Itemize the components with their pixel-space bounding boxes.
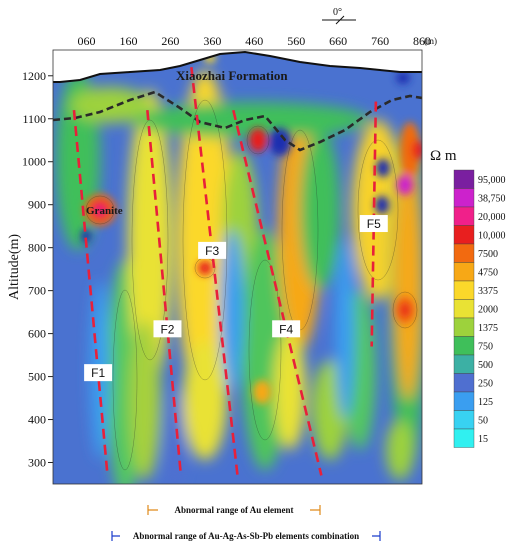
fault-line-f2 (146, 110, 183, 476)
colorbar-swatch (453, 391, 475, 411)
x-tick-label: 060 (78, 34, 96, 48)
colorbar-swatch (453, 243, 475, 263)
x-tick-label: 460 (245, 34, 263, 48)
y-tick-label: 600 (28, 327, 46, 341)
x-axis-unit: (m) (424, 36, 437, 46)
colorbar-label: 20,000 (478, 212, 506, 223)
colorbar-swatch (453, 317, 475, 337)
x-tick-label: 360 (203, 34, 221, 48)
fault-label-f3: F3 (198, 241, 227, 259)
colorbar-swatch (453, 188, 475, 208)
colorbar-label: 50 (478, 415, 488, 426)
colorbar-label: 15 (478, 434, 488, 445)
colorbar-label: 1375 (478, 323, 498, 334)
fault-line-f3 (190, 67, 239, 476)
y-tick-label: 700 (28, 284, 46, 298)
colorbar-swatch (453, 354, 475, 374)
colorbar-swatch (453, 206, 475, 226)
colorbar-label: 3375 (478, 286, 498, 297)
colorbar-swatch (453, 262, 475, 282)
fault-label-text: F5 (367, 217, 381, 231)
combo-anomaly-legend-text: Abnormal range of Au-Ag-As-Sb-Pb element… (133, 531, 359, 541)
colorbar-swatch (453, 225, 475, 245)
north-label: 0° (333, 7, 342, 18)
colorbar-label: 2000 (478, 304, 498, 315)
colorbar-swatch (453, 280, 475, 300)
y-tick-label: 1000 (22, 155, 46, 169)
colorbar-label: 38,750 (478, 193, 506, 204)
north-arrow: 0° (322, 7, 356, 25)
combo-anomaly-legend: Abnormal range of Au-Ag-As-Sb-Pb element… (111, 529, 381, 543)
colorbar-title: Ω m (430, 148, 457, 164)
y-axis-ticks: 300 400 500 600 700 800 900 1000 1100 1200 (22, 69, 53, 470)
colorbar-label: 10,000 (478, 230, 506, 241)
plot-frame (52, 49, 423, 485)
y-tick-label: 900 (28, 198, 46, 212)
y-tick-label: 500 (28, 370, 46, 384)
fault-label-f5: F5 (359, 215, 388, 233)
fault-label-f4: F4 (272, 320, 301, 338)
colorbar-swatch (453, 410, 475, 430)
fault-label-f1: F1 (84, 364, 113, 382)
colorbar-label: 4750 (478, 267, 498, 278)
y-tick-label: 300 (28, 456, 46, 470)
colorbar-swatch (453, 428, 475, 448)
fault-line-f1 (72, 110, 109, 476)
x-tick-label: 860 (413, 34, 431, 48)
colorbar-label: 7500 (478, 249, 498, 260)
y-axis-label: Altitude(m) (7, 234, 22, 300)
granite-label: Granite (86, 205, 123, 217)
topography-line (53, 50, 422, 83)
colorbar-swatch (453, 169, 475, 189)
y-tick-label: 800 (28, 241, 46, 255)
x-tick-label: 160 (119, 34, 137, 48)
au-anomaly-legend: Abnormal range of Au element (147, 503, 321, 517)
colorbar-label: 750 (478, 341, 493, 352)
x-tick-label: 660 (329, 34, 347, 48)
x-tick-label: 560 (287, 34, 305, 48)
colorbar-swatch (453, 373, 475, 393)
colorbar-label: 125 (478, 397, 493, 408)
colorbar-swatch (453, 336, 475, 356)
fault-line-f5 (370, 101, 378, 347)
au-anomaly-legend-text: Abnormal range of Au element (175, 505, 294, 515)
y-tick-label: 1200 (22, 69, 46, 83)
anomaly-legend: Abnormal range of Au element Abnormal ra… (111, 503, 381, 543)
x-axis-ticks: 060 160 260 360 460 560 660 760 860 (78, 34, 431, 48)
fault-label-text: F1 (91, 366, 105, 380)
x-tick-label: 760 (371, 34, 389, 48)
fault-label-text: F4 (279, 322, 293, 336)
y-tick-label: 1100 (22, 112, 46, 126)
colorbar-swatch (453, 299, 475, 319)
fault-label-text: F2 (160, 322, 174, 336)
formation-label: Xiaozhai Formation (176, 68, 288, 83)
colorbar-label: 500 (478, 360, 493, 371)
colorbar-label: 95,000 (478, 175, 506, 186)
colorbar: Ω m 95,000 38,750 20,000 10,000 7500 4750 3375… (430, 148, 506, 448)
fault-label-text: F3 (205, 244, 219, 258)
fault-label-f2: F2 (153, 320, 182, 338)
x-tick-label: 260 (161, 34, 179, 48)
y-tick-label: 400 (28, 413, 46, 427)
fault-line-f4 (232, 109, 323, 476)
resistivity-field (53, 50, 422, 484)
colorbar-label: 250 (478, 378, 493, 389)
fault-lines (72, 67, 378, 476)
